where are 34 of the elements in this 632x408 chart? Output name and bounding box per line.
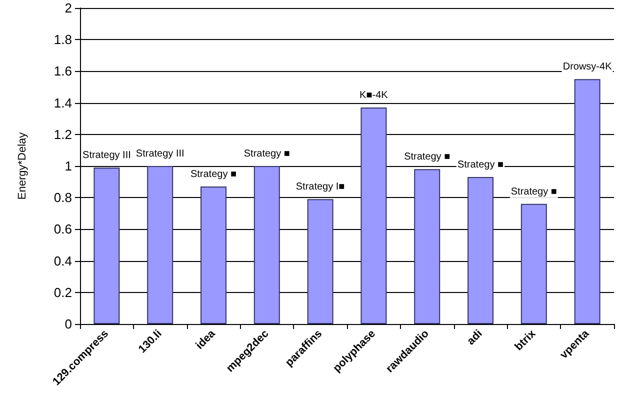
y-tick-label: 0 <box>64 316 72 332</box>
annotation: Strategy ■ <box>510 186 557 198</box>
annotation: Strategy I■ <box>296 182 345 193</box>
bar <box>147 166 174 324</box>
y-tick-label: 0.2 <box>54 284 72 300</box>
y-axis-title: Energy*Delay <box>16 132 28 200</box>
y-tick-label: 1.2 <box>54 126 72 142</box>
annotation: Strategy ■ <box>244 148 290 160</box>
bar <box>574 79 600 324</box>
bar <box>414 169 440 324</box>
bar <box>307 199 334 324</box>
annotation: Drowsy-4K <box>562 62 612 73</box>
y-tick-label: 1.4 <box>54 95 72 110</box>
bar <box>468 177 494 324</box>
y-tick-label: 0.8 <box>54 190 72 206</box>
annotation: Strategy ■ <box>404 152 450 163</box>
annotation: Strategy III <box>136 148 184 160</box>
bar <box>254 166 280 324</box>
annotation: K■-4K <box>360 90 388 102</box>
bar <box>94 168 120 324</box>
y-tick-label: 0.6 <box>54 222 72 237</box>
y-tick-label: 0.4 <box>54 253 72 268</box>
y-tick-label: 2 <box>64 0 72 16</box>
x-tick-label: adi <box>465 328 485 348</box>
annotation: Strategy ■ <box>457 160 504 171</box>
y-tick-label: 1 <box>64 158 72 174</box>
annotation: Strategy ■ <box>190 169 237 180</box>
annotation: Strategy III <box>82 150 131 162</box>
bar <box>200 186 226 324</box>
y-tick-label: 1.8 <box>54 32 72 48</box>
bar <box>360 108 387 324</box>
bar <box>520 204 547 324</box>
x-tick-label: idea <box>194 327 218 352</box>
y-tick-label: 1.6 <box>54 64 72 79</box>
